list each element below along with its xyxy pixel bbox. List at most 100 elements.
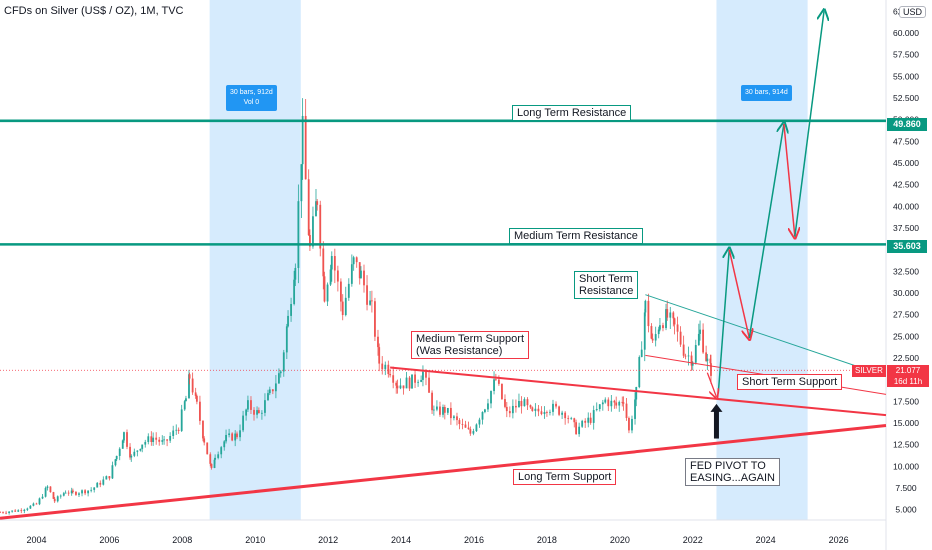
- candle-body: [529, 405, 532, 408]
- candle-body: [72, 490, 74, 492]
- y-tick-4: 15.000: [893, 418, 919, 428]
- candle-body: [114, 459, 117, 466]
- candle-body: [166, 439, 169, 441]
- candle-body: [687, 355, 690, 357]
- candle-body: [225, 434, 227, 442]
- candle-body: [691, 362, 694, 366]
- candle-body: [217, 454, 220, 458]
- candle-body: [436, 406, 438, 410]
- candle-body: [431, 392, 433, 411]
- candle-body: [75, 491, 77, 495]
- x-tick-5: 2014: [391, 535, 411, 545]
- candle-body: [344, 297, 347, 316]
- candle-body: [333, 256, 336, 271]
- fed-pivot-label: FED PIVOT TO EASING...AGAIN: [685, 458, 780, 486]
- candle-body: [432, 409, 435, 411]
- y-tick-0: 5.000: [895, 505, 917, 515]
- candle-body: [374, 301, 376, 337]
- candle-body: [315, 201, 317, 217]
- candle-body: [169, 435, 172, 441]
- candle-body: [253, 409, 255, 415]
- projection-segment-1: [717, 250, 729, 394]
- candle-body: [523, 399, 526, 407]
- chart-title: CFDs on Silver (US$ / OZ), 1M, TVC: [4, 5, 184, 17]
- candle-body: [115, 455, 118, 460]
- candle-body: [584, 420, 587, 423]
- candle-body: [46, 486, 49, 489]
- candle-body: [581, 420, 584, 427]
- candle-body: [464, 424, 467, 428]
- candle-body: [615, 402, 618, 406]
- candle-body: [676, 324, 679, 332]
- candle-body: [293, 279, 296, 305]
- candle-body: [484, 409, 486, 413]
- x-tick-8: 2020: [610, 535, 630, 545]
- candle-body: [32, 503, 35, 506]
- candle-body: [377, 336, 379, 348]
- candle-body: [239, 430, 241, 438]
- currency-button[interactable]: USD: [899, 6, 927, 18]
- candle-body: [194, 392, 197, 396]
- candle-body: [453, 416, 455, 419]
- candle-body: [90, 489, 93, 491]
- candle-body: [702, 329, 704, 353]
- candle-body: [549, 411, 551, 413]
- candle-body: [81, 490, 83, 494]
- candle-body: [679, 331, 682, 345]
- candle-body: [78, 493, 80, 495]
- price-tag-35603: 35.603: [887, 240, 927, 253]
- candle-body: [307, 179, 310, 236]
- y-tick-7: 22.500: [893, 353, 919, 363]
- candle-body: [339, 281, 342, 302]
- candle-body: [706, 358, 709, 361]
- fed-arrow-shaft: [713, 410, 719, 439]
- candle-body: [408, 377, 411, 389]
- candle-body: [504, 399, 506, 407]
- candle-body: [422, 371, 424, 380]
- range-info-1: 30 bars, 912d Vol 0: [226, 85, 277, 111]
- candle-body: [659, 325, 661, 330]
- y-tick-14: 40.000: [893, 201, 919, 211]
- candle-body: [52, 492, 55, 499]
- candle-body: [411, 374, 413, 389]
- candle-body: [341, 301, 344, 316]
- candle-body: [102, 479, 105, 485]
- candle-body: [231, 433, 234, 441]
- y-tick-13: 37.500: [893, 223, 919, 233]
- candle-body: [561, 412, 564, 415]
- candle-body: [180, 409, 183, 431]
- candle-body: [209, 454, 212, 464]
- candle-body: [613, 400, 616, 403]
- projection-segment-4: [783, 123, 795, 237]
- candle-body: [5, 512, 7, 514]
- candle-body: [699, 329, 701, 334]
- candle-body: [191, 378, 194, 393]
- candle-body: [87, 490, 90, 494]
- candle-body: [366, 285, 368, 305]
- candle-body: [23, 509, 26, 512]
- candle-body: [682, 344, 685, 356]
- candle-body: [635, 387, 638, 400]
- candle-body: [108, 476, 111, 479]
- candle-body: [123, 432, 125, 441]
- candle-body: [396, 385, 399, 389]
- candle-body: [347, 283, 350, 298]
- pullback-arrow: [706, 372, 716, 397]
- candle-body: [118, 448, 121, 456]
- candle-body: [673, 318, 676, 325]
- y-tick-15: 42.500: [893, 180, 919, 190]
- candle-body: [478, 419, 481, 425]
- candle-body: [121, 440, 124, 449]
- candle-body: [546, 412, 548, 413]
- candle-body: [172, 430, 175, 436]
- candle-body: [11, 510, 14, 512]
- candle-body: [271, 389, 274, 392]
- candle-body: [14, 510, 17, 512]
- candle-body: [395, 382, 398, 386]
- candle-body: [363, 270, 365, 286]
- candle-body: [41, 496, 44, 499]
- long-term-support-label: Long Term Support: [513, 469, 617, 485]
- candle-body: [709, 358, 712, 364]
- projection-segment-5: [794, 11, 824, 237]
